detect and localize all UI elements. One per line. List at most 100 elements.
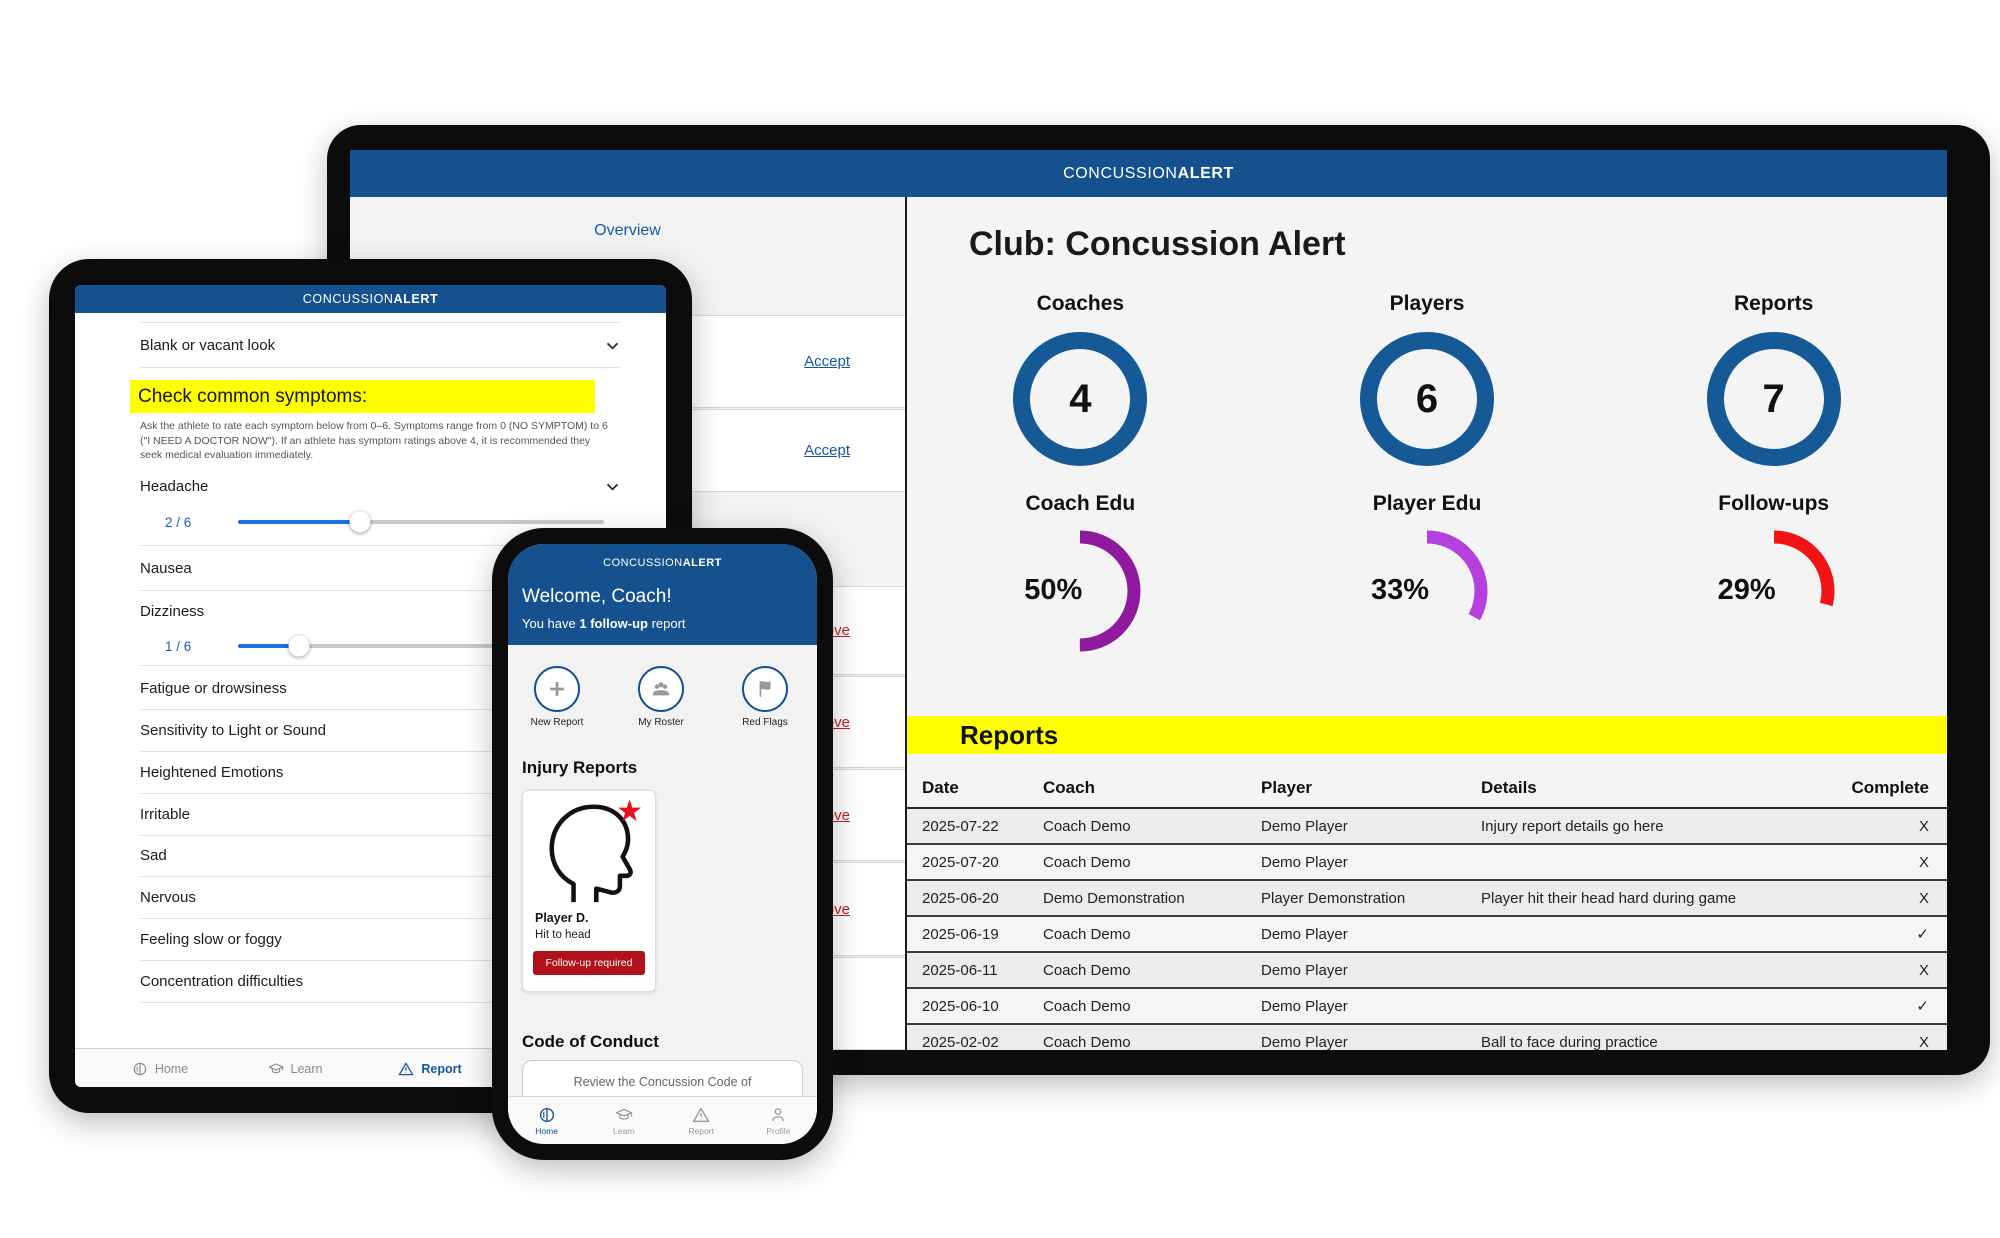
my-roster-button[interactable]: My Roster bbox=[619, 666, 703, 728]
column-header-player: Player bbox=[1261, 778, 1313, 797]
cell-player: Demo Player bbox=[1261, 997, 1348, 1015]
brain-icon bbox=[133, 1062, 147, 1075]
stat-coaches: Coaches 4 Coach Edu 50% bbox=[907, 292, 1254, 656]
symptom-row-irritable[interactable]: Irritable bbox=[140, 793, 621, 836]
code-of-conduct-heading: Code of Conduct bbox=[522, 1032, 659, 1051]
dizziness-slider-row: 1 / 6 bbox=[165, 631, 604, 661]
app-header: CONCUSSIONALERT bbox=[75, 285, 666, 313]
phone-screen: CONCUSSIONALERT Welcome, Coach! You have… bbox=[508, 544, 817, 1144]
symptom-label: Sad bbox=[140, 847, 167, 864]
symptom-row-sensitivity[interactable]: Sensitivity to Light or Sound bbox=[140, 709, 621, 752]
symptom-row-nausea[interactable]: Nausea bbox=[140, 547, 621, 591]
table-row[interactable]: 2025-02-02 Coach Demo Demo Player Ball t… bbox=[907, 1025, 1947, 1050]
nav-label: Profile bbox=[766, 1126, 791, 1136]
symptom-label: Sensitivity to Light or Sound bbox=[140, 721, 326, 739]
nav-item-report[interactable]: Report bbox=[671, 1106, 731, 1136]
welcome-message: Welcome, Coach! bbox=[522, 586, 672, 607]
dizziness-slider[interactable] bbox=[238, 635, 604, 657]
accept-link[interactable]: Accept bbox=[804, 442, 850, 459]
nav-item-learn[interactable]: Learn bbox=[594, 1106, 654, 1136]
phone-hero: CONCUSSIONALERT Welcome, Coach! You have… bbox=[508, 544, 817, 645]
headache-slider[interactable] bbox=[238, 511, 604, 533]
followup-count-line: You have 1 follow-up report bbox=[522, 616, 686, 631]
nav-label: Learn bbox=[290, 1061, 323, 1076]
progress-arc-follow-ups: 29% bbox=[1709, 526, 1839, 656]
table-row[interactable]: 2025-06-10 Coach Demo Demo Player ✓ bbox=[907, 989, 1947, 1025]
symptom-row-dizziness[interactable]: Dizziness bbox=[140, 592, 621, 630]
progress-arc-coach-edu: 50% bbox=[1015, 526, 1145, 656]
chevron-down-icon bbox=[606, 483, 619, 491]
nav-item-report[interactable]: Report bbox=[370, 1049, 490, 1087]
brand-prefix: CONCUSSION bbox=[302, 292, 394, 306]
cell-player: Demo Player bbox=[1261, 1033, 1348, 1051]
slider-value: 2 / 6 bbox=[165, 514, 192, 530]
reports-heading-label: Reports bbox=[960, 719, 1059, 750]
cell-coach: Demo Demonstration bbox=[1043, 889, 1185, 907]
followup-pre: You have bbox=[522, 616, 580, 631]
table-row[interactable]: 2025-06-19 Coach Demo Demo Player ✓ bbox=[907, 917, 1947, 953]
cell-date: 2025-07-20 bbox=[922, 853, 999, 871]
red-flags-button[interactable]: Red Flags bbox=[723, 666, 807, 728]
symptom-row-blank-or-vacant-look[interactable]: Blank or vacant look bbox=[140, 322, 621, 368]
nav-item-home[interactable]: Home bbox=[517, 1106, 577, 1136]
graduation-cap-icon bbox=[268, 1062, 283, 1073]
nav-label: Learn bbox=[613, 1126, 635, 1136]
table-row[interactable]: 2025-06-20 Demo Demonstration Player Dem… bbox=[907, 881, 1947, 917]
quick-action-label: New Report bbox=[530, 717, 584, 728]
symptom-label: Heightened Emotions bbox=[140, 763, 284, 781]
cell-complete: X bbox=[1918, 889, 1929, 907]
slider-value: 1 / 6 bbox=[165, 638, 192, 654]
slider-knob[interactable] bbox=[288, 635, 310, 657]
injury-report-card[interactable]: ★ Player D. Hit to head Follow-up requir… bbox=[522, 790, 656, 992]
brand-suffix: ALERT bbox=[393, 292, 439, 306]
table-row[interactable]: 2025-07-20 Coach Demo Demo Player X bbox=[907, 845, 1947, 881]
injury-detail: Hit to head bbox=[535, 929, 591, 941]
nav-item-learn[interactable]: Learn bbox=[235, 1049, 355, 1087]
cell-player: Demo Player bbox=[1261, 961, 1348, 979]
symptom-row-fatigue[interactable]: Fatigue or drowsiness bbox=[140, 667, 621, 710]
overview-link[interactable]: Overview bbox=[594, 222, 661, 239]
nav-item-profile[interactable]: Profile bbox=[748, 1106, 808, 1136]
cell-player: Demo Player bbox=[1261, 925, 1348, 943]
brand-prefix: CONCUSSION bbox=[1063, 164, 1178, 182]
symptom-row-sad[interactable]: Sad bbox=[140, 835, 621, 877]
progress-label: Follow-ups bbox=[1718, 492, 1830, 515]
nav-label: Home bbox=[154, 1061, 189, 1076]
club-dashboard: Club: Concussion Alert Coaches 4 Coach E… bbox=[907, 197, 1947, 1050]
stat-label: Players bbox=[1389, 292, 1465, 315]
stat-players: Players 6 Player Edu 33% bbox=[1254, 292, 1601, 656]
table-row[interactable]: 2025-06-11 Coach Demo Demo Player X bbox=[907, 953, 1947, 989]
follow-up-required-badge[interactable]: Follow-up required bbox=[533, 951, 645, 975]
injury-reports-heading: Injury Reports bbox=[522, 758, 638, 777]
chevron-down-icon bbox=[606, 342, 619, 350]
slider-knob[interactable] bbox=[349, 511, 371, 533]
brand-prefix: CONCUSSION bbox=[603, 557, 683, 569]
cell-date: 2025-07-22 bbox=[922, 817, 999, 835]
accept-link[interactable]: Accept bbox=[804, 353, 850, 370]
brand-suffix: ALERT bbox=[1177, 164, 1234, 182]
cell-player: Demo Player bbox=[1261, 817, 1348, 835]
head-injury-icon bbox=[549, 804, 633, 903]
nav-item-home[interactable]: Home bbox=[100, 1049, 220, 1087]
stat-label: Reports bbox=[1734, 292, 1814, 315]
app-logo: CONCUSSIONALERT bbox=[303, 292, 438, 306]
symptom-label: Nervous bbox=[140, 888, 196, 906]
followup-count: 1 follow-up bbox=[579, 616, 648, 631]
symptom-row-concentration[interactable]: Concentration difficulties bbox=[140, 960, 621, 1003]
divider bbox=[140, 665, 621, 666]
progress-label: Player Edu bbox=[1372, 492, 1482, 515]
symptom-label: Irritable bbox=[140, 805, 191, 823]
symptom-row-heightened-emotions[interactable]: Heightened Emotions bbox=[140, 751, 621, 794]
stat-circle: 6 bbox=[1360, 332, 1494, 466]
symptom-row-headache[interactable]: Headache bbox=[140, 467, 621, 505]
symptom-row-nervous[interactable]: Nervous bbox=[140, 876, 621, 919]
cell-date: 2025-02-02 bbox=[922, 1033, 999, 1051]
table-row[interactable]: 2025-07-22 Coach Demo Demo Player Injury… bbox=[907, 809, 1947, 845]
cell-details: Player hit their head hard during game bbox=[1481, 889, 1737, 907]
new-report-button[interactable]: New Report bbox=[515, 666, 599, 728]
plus-icon bbox=[534, 666, 580, 712]
people-icon bbox=[638, 666, 684, 712]
phone-bottom-nav: Home Learn Report Profile bbox=[508, 1096, 817, 1144]
cell-details: Injury report details go here bbox=[1481, 817, 1664, 835]
symptom-row-slow-foggy[interactable]: Feeling slow or foggy bbox=[140, 918, 621, 961]
